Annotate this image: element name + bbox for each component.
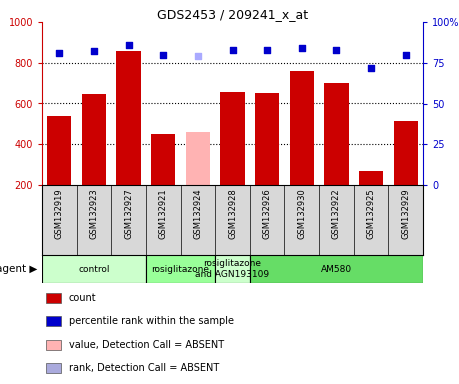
Text: GSM132926: GSM132926 [263,189,272,239]
Point [160,51,167,58]
Bar [46,293,61,303]
Bar [359,171,383,185]
Text: GSM132929: GSM132929 [401,189,410,239]
Text: GSM132919: GSM132919 [55,189,64,239]
Text: GSM132924: GSM132924 [193,189,202,239]
Bar [250,255,423,283]
Bar [46,339,61,350]
Bar [255,93,279,185]
Text: GSM132928: GSM132928 [228,189,237,239]
Bar [151,134,175,185]
Bar [290,71,314,185]
Bar [220,92,245,185]
Point [125,42,132,48]
Text: percentile rank within the sample: percentile rank within the sample [69,316,234,326]
Text: GSM132922: GSM132922 [332,189,341,239]
Text: GSM132921: GSM132921 [159,189,168,239]
Title: GDS2453 / 209241_x_at: GDS2453 / 209241_x_at [157,8,308,21]
Point [263,46,271,53]
Bar [82,94,106,185]
Point [298,45,305,51]
Point [56,50,63,56]
Bar [117,51,141,185]
Point [90,48,98,55]
Bar [215,255,250,283]
Bar [47,116,72,185]
Point [402,51,409,58]
Text: count: count [69,293,96,303]
Text: rank, Detection Call = ABSENT: rank, Detection Call = ABSENT [69,363,219,373]
Point [229,46,236,53]
Text: value, Detection Call = ABSENT: value, Detection Call = ABSENT [69,339,224,349]
Text: agent ▶: agent ▶ [0,264,38,274]
Bar [325,83,348,185]
Bar [46,363,61,373]
Bar [42,255,146,283]
Text: AM580: AM580 [321,265,352,273]
Text: GSM132923: GSM132923 [90,189,98,239]
Point [333,46,340,53]
Point [367,65,375,71]
Point [194,53,202,59]
Text: control: control [78,265,110,273]
Bar [46,316,61,326]
Text: rosiglitazone: rosiglitazone [151,265,210,273]
Text: GSM132925: GSM132925 [367,189,375,239]
Bar [146,255,215,283]
Text: GSM132930: GSM132930 [297,189,306,239]
Bar [393,121,418,185]
Text: GSM132927: GSM132927 [124,189,133,239]
Bar [186,132,210,185]
Text: rosiglitazone
and AGN193109: rosiglitazone and AGN193109 [196,259,269,279]
